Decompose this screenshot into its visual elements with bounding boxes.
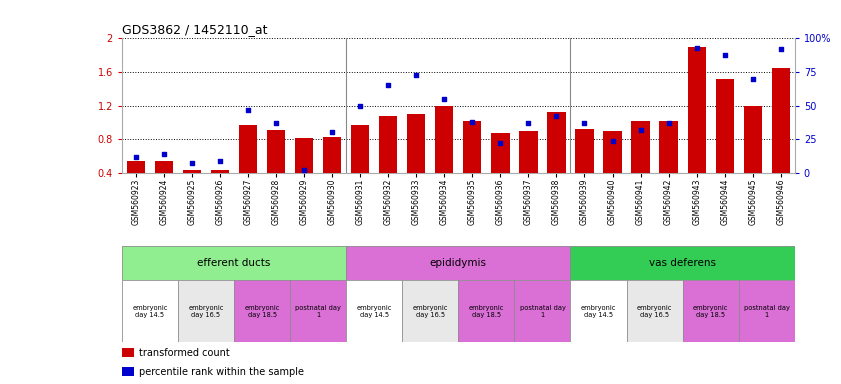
Text: percentile rank within the sample: percentile rank within the sample	[139, 367, 304, 377]
Bar	[407, 114, 426, 207]
Point	[634, 127, 648, 133]
Point	[437, 96, 451, 102]
Point	[774, 46, 787, 52]
Bar	[570, 280, 627, 342]
Text: embryonic
day 14.5: embryonic day 14.5	[132, 305, 167, 318]
Point	[157, 151, 171, 157]
Bar	[683, 280, 738, 342]
Text: transformed count: transformed count	[139, 348, 230, 358]
Text: embryonic
day 14.5: embryonic day 14.5	[581, 305, 616, 318]
Bar	[687, 47, 706, 207]
Point	[269, 120, 283, 126]
Point	[494, 140, 507, 146]
Point	[325, 129, 339, 136]
Point	[690, 45, 703, 51]
Bar	[267, 130, 285, 207]
Bar	[127, 161, 145, 207]
Point	[241, 106, 255, 113]
Point	[606, 137, 619, 144]
Bar	[603, 131, 621, 207]
Bar	[519, 131, 537, 207]
Bar	[458, 280, 515, 342]
Bar	[575, 129, 594, 207]
Bar	[239, 125, 257, 207]
Bar	[295, 138, 313, 207]
Bar	[122, 367, 134, 376]
Bar	[182, 170, 201, 207]
Point	[353, 103, 367, 109]
Point	[214, 157, 227, 164]
Point	[298, 167, 311, 173]
Bar	[122, 348, 134, 357]
Text: embryonic
day 18.5: embryonic day 18.5	[693, 305, 728, 318]
Bar	[351, 125, 369, 207]
Point	[662, 120, 675, 126]
Text: GDS3862 / 1452110_at: GDS3862 / 1452110_at	[122, 23, 267, 36]
Bar	[122, 246, 346, 280]
Point	[410, 71, 423, 78]
Bar	[570, 246, 795, 280]
Bar	[155, 161, 173, 207]
Bar	[122, 280, 178, 342]
Text: postnatal day
1: postnatal day 1	[743, 305, 790, 318]
Bar	[290, 280, 346, 342]
Point	[521, 120, 535, 126]
Bar	[627, 280, 683, 342]
Bar	[743, 106, 762, 207]
Bar	[547, 112, 565, 207]
Text: embryonic
day 18.5: embryonic day 18.5	[468, 305, 504, 318]
Point	[382, 83, 395, 89]
Bar	[346, 246, 570, 280]
Point	[746, 76, 759, 82]
Bar	[738, 280, 795, 342]
Point	[550, 113, 563, 119]
Text: postnatal day
1: postnatal day 1	[520, 305, 565, 318]
Bar	[323, 137, 341, 207]
Point	[718, 51, 732, 58]
Bar	[716, 79, 733, 207]
Bar	[659, 121, 678, 207]
Text: postnatal day
1: postnatal day 1	[295, 305, 341, 318]
Text: vas deferens: vas deferens	[649, 258, 717, 268]
Bar	[211, 170, 229, 207]
Point	[466, 119, 479, 125]
Point	[578, 120, 591, 126]
Bar	[491, 133, 510, 207]
Text: embryonic
day 14.5: embryonic day 14.5	[357, 305, 392, 318]
Text: embryonic
day 16.5: embryonic day 16.5	[637, 305, 672, 318]
Text: embryonic
day 18.5: embryonic day 18.5	[245, 305, 280, 318]
Bar	[178, 280, 234, 342]
Point	[130, 154, 143, 160]
Bar	[402, 280, 458, 342]
Text: efferent ducts: efferent ducts	[198, 258, 271, 268]
Bar	[436, 106, 453, 207]
Bar	[346, 280, 402, 342]
Point	[185, 161, 198, 167]
Bar	[515, 280, 570, 342]
Text: epididymis: epididymis	[430, 258, 487, 268]
Bar	[772, 68, 790, 207]
Text: embryonic
day 16.5: embryonic day 16.5	[413, 305, 448, 318]
Bar	[463, 121, 481, 207]
Bar	[632, 121, 649, 207]
Bar	[234, 280, 290, 342]
Bar	[379, 116, 397, 207]
Text: embryonic
day 16.5: embryonic day 16.5	[188, 305, 224, 318]
